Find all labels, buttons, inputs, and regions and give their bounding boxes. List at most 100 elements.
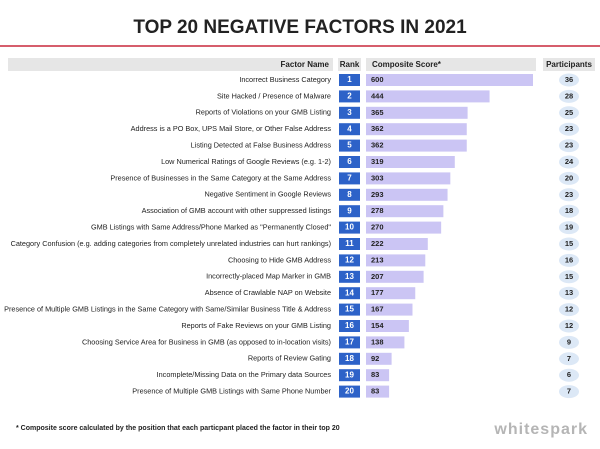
participants-badge — [559, 253, 579, 267]
factor-name: Listing Detected at False Business Addre… — [191, 141, 332, 150]
score-label: 600 — [371, 75, 384, 84]
rank-badge — [339, 303, 360, 316]
participants-badge — [559, 221, 579, 235]
rank-badge — [339, 270, 360, 283]
score-label: 213 — [371, 255, 384, 264]
score-label: 362 — [371, 141, 384, 150]
bar — [366, 303, 413, 316]
rank-label: 8 — [347, 190, 352, 199]
bar — [366, 172, 451, 185]
score-label: 167 — [371, 305, 384, 314]
factor-name: Presence of Multiple GMB Listings with S… — [132, 387, 331, 396]
column-header: Participants — [546, 60, 592, 69]
rank-label: 6 — [347, 157, 352, 166]
factor-name: Category Confusion (e.g. adding categori… — [11, 239, 331, 248]
participants-label: 23 — [565, 141, 573, 150]
participants-label: 23 — [565, 124, 573, 133]
participants-label: 24 — [565, 157, 574, 166]
bar — [366, 156, 455, 168]
bar — [366, 90, 490, 103]
participants-badge — [559, 139, 579, 153]
factor-name: Reports of Fake Reviews on your GMB List… — [181, 321, 331, 330]
bar — [366, 205, 444, 218]
header-bg — [366, 58, 536, 71]
chart-title: TOP 20 NEGATIVE FACTORS IN 2021 — [133, 17, 467, 38]
rank-badge — [339, 221, 360, 234]
bar — [366, 106, 468, 119]
bar — [366, 123, 467, 136]
score-label: 278 — [371, 206, 384, 215]
rank-badge — [339, 123, 360, 136]
bar — [366, 369, 390, 382]
score-label: 207 — [371, 272, 384, 281]
header-bg — [338, 58, 361, 71]
factor-name: Incomplete/Missing Data on the Primary d… — [157, 370, 332, 379]
participants-badge — [559, 335, 579, 349]
participants-label: 9 — [567, 337, 571, 346]
factor-name: Site Hacked / Presence of Malware — [217, 91, 331, 100]
participants-badge — [559, 171, 579, 185]
bar — [366, 287, 416, 300]
participants-badge — [559, 368, 579, 382]
participants-label: 6 — [567, 370, 571, 379]
score-label: 270 — [371, 223, 384, 232]
participants-badge — [559, 286, 579, 300]
rank-label: 19 — [345, 370, 354, 379]
score-label: 138 — [371, 337, 384, 346]
participants-label: 28 — [565, 91, 573, 100]
rank-label: 17 — [345, 338, 354, 347]
score-label: 154 — [371, 321, 384, 330]
rank-label: 11 — [345, 239, 354, 248]
rank-badge — [339, 74, 360, 86]
bar — [366, 139, 467, 152]
bar — [366, 188, 448, 201]
rank-badge — [339, 188, 360, 201]
rank-badge — [339, 287, 360, 300]
rank-label: 9 — [347, 206, 352, 215]
factor-name: Address is a PO Box, UPS Mail Store, or … — [131, 124, 332, 133]
factor-name: Presence of Businesses in the Same Categ… — [110, 173, 331, 182]
rank-badge — [339, 139, 360, 152]
score-label: 222 — [371, 239, 384, 248]
rank-badge — [339, 336, 360, 349]
factor-name: Low Numerical Ratings of Google Reviews … — [161, 157, 331, 166]
participants-label: 20 — [565, 173, 573, 182]
factor-name: Choosing to Hide GMB Address — [228, 255, 331, 264]
rank-label: 7 — [347, 174, 352, 183]
rank-badge — [339, 320, 360, 332]
rank-label: 2 — [347, 92, 352, 101]
rank-label: 13 — [345, 272, 354, 281]
participants-label: 36 — [565, 75, 573, 84]
rank-badge — [339, 369, 360, 382]
rank-badge — [339, 106, 360, 119]
score-label: 444 — [371, 91, 384, 100]
participants-label: 18 — [565, 206, 573, 215]
bar — [366, 385, 390, 398]
participants-label: 7 — [567, 387, 571, 396]
bar — [366, 221, 442, 234]
rank-label: 14 — [345, 288, 354, 297]
participants-badge — [559, 385, 579, 399]
score-label: 293 — [371, 190, 384, 199]
participants-badge — [559, 270, 579, 284]
score-label: 83 — [371, 370, 379, 379]
participants-label: 15 — [565, 272, 573, 281]
participants-badge — [559, 303, 579, 317]
column-header: Factor Name — [281, 60, 330, 69]
participants-label: 13 — [565, 288, 573, 297]
participants-badge — [559, 188, 579, 202]
brand-logo: whitespark — [493, 421, 588, 438]
footnote: * Composite score calculated by the posi… — [16, 425, 340, 432]
factor-name: Incorrect Business Category — [239, 75, 331, 84]
bar — [366, 74, 533, 86]
factor-name: Incorrectly-placed Map Marker in GMB — [206, 272, 331, 281]
score-label: 362 — [371, 124, 384, 133]
bar — [366, 254, 426, 267]
factor-name: Absence of Crawlable NAP on Website — [205, 288, 331, 297]
participants-badge — [559, 204, 579, 218]
score-label: 303 — [371, 173, 384, 182]
participants-badge — [559, 122, 579, 136]
rank-label: 4 — [347, 124, 352, 133]
bar — [366, 270, 424, 283]
